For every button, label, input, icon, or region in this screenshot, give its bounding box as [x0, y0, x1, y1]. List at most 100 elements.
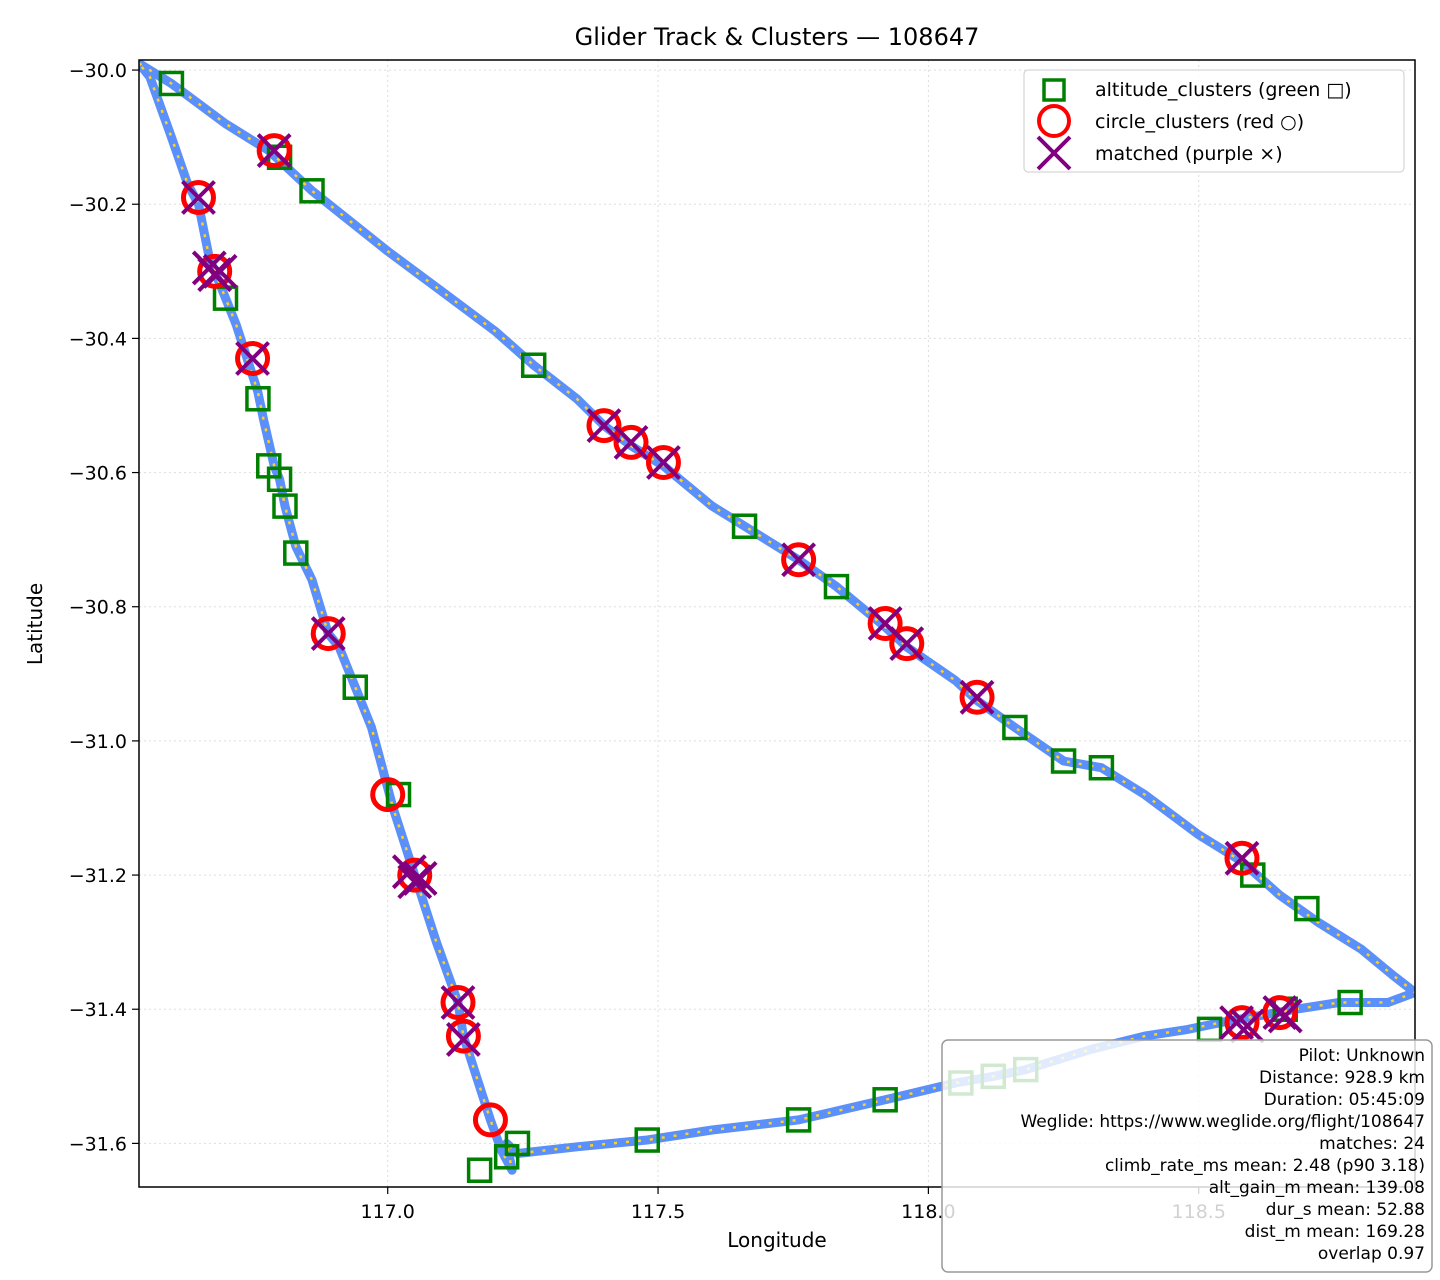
circle-cluster-marker	[1224, 1005, 1260, 1041]
y-tick-label: −30.8	[69, 597, 127, 619]
altitude-cluster-marker	[342, 674, 369, 700]
circle-clusters-layer	[180, 133, 1298, 1138]
matched-marker	[1229, 1008, 1265, 1044]
info-box-frame	[941, 1039, 1433, 1273]
info-line: Duration: 05:45:09	[1264, 1090, 1425, 1110]
altitude-cluster-marker	[823, 573, 850, 600]
matched-layer	[181, 133, 1303, 1057]
circle-cluster-marker	[867, 606, 903, 641]
matched-marker	[586, 408, 622, 444]
altitude-cluster-marker	[493, 1144, 520, 1170]
circle-cluster-marker	[440, 985, 476, 1021]
info-line: Weglide: https://www.weglide.org/flight/…	[1020, 1112, 1425, 1132]
legend-label-matched: matched (purple ×)	[1095, 143, 1283, 165]
circle-cluster-marker	[397, 857, 433, 893]
track-dash-line	[139, 62, 1415, 1171]
matched-marker	[440, 985, 476, 1020]
plot-frame	[138, 59, 1416, 1188]
y-axis-label: Latitude	[23, 583, 47, 665]
matched-marker	[646, 445, 681, 480]
altitude-cluster-marker	[1050, 748, 1077, 774]
matched-marker	[959, 679, 995, 715]
legend-label-altitude: altitude_clusters (green □)	[1095, 79, 1352, 101]
circle-cluster-marker	[645, 445, 681, 480]
circle-cluster-marker	[235, 341, 271, 377]
circle-cluster-marker	[310, 616, 346, 652]
matched-marker	[1267, 998, 1303, 1034]
matched-marker	[391, 854, 427, 890]
matched-marker	[1219, 1005, 1254, 1041]
plot-area	[139, 60, 1415, 1183]
circle-cluster-marker	[256, 133, 292, 169]
altitude-cluster-marker	[466, 1157, 493, 1183]
legend-x-marker	[1036, 135, 1072, 171]
matched-marker	[1224, 840, 1260, 876]
altitude-cluster-marker	[245, 386, 271, 412]
y-tick-label: −31.2	[69, 865, 127, 887]
circle-cluster-marker	[1262, 995, 1298, 1031]
altitude-cluster-marker	[1002, 714, 1028, 741]
circle-cluster-marker	[959, 679, 995, 715]
chart-title: Glider Track & Clusters — 108647	[575, 23, 980, 51]
legend: altitude_clusters (green □) circle_clust…	[1023, 69, 1405, 173]
info-line: matches: 24	[1319, 1134, 1425, 1154]
info-line: dist_m mean: 169.28	[1245, 1222, 1425, 1242]
info-line: Pilot: Unknown	[1299, 1046, 1425, 1066]
info-line: overlap 0.97	[1318, 1244, 1425, 1264]
y-tick-label: −31.4	[69, 999, 127, 1021]
matched-marker	[256, 133, 292, 168]
circle-cluster-marker	[472, 1102, 508, 1138]
circle-cluster-marker	[613, 424, 649, 460]
x-tick-label: 117.0	[361, 1201, 415, 1223]
info-line: dur_s mean: 52.88	[1266, 1200, 1425, 1220]
circle-cluster-marker	[586, 408, 622, 444]
info-line: Distance: 928.9 km	[1259, 1068, 1425, 1088]
circle-cluster-marker	[197, 253, 233, 289]
x-axis-label: Longitude	[727, 1228, 826, 1252]
matched-marker	[181, 180, 216, 215]
matched-marker	[445, 1022, 481, 1057]
altitude-cluster-marker	[299, 178, 325, 204]
altitude-cluster-marker	[1088, 754, 1115, 781]
altitude-cluster-marker	[266, 466, 293, 493]
legend-label-circle: circle_clusters (red ○)	[1095, 111, 1304, 133]
circle-cluster-marker	[1224, 840, 1260, 876]
matched-marker	[197, 257, 233, 293]
y-tick-label: −31.0	[69, 731, 127, 753]
legend-circle-marker	[1037, 104, 1071, 138]
circle-cluster-marker	[370, 777, 406, 813]
altitude-cluster-marker	[731, 513, 758, 539]
altitude-cluster-marker	[1294, 895, 1320, 922]
altitude-cluster-marker	[272, 493, 298, 519]
circle-cluster-marker	[445, 1018, 481, 1054]
legend-square-marker	[1042, 78, 1066, 102]
altitude-cluster-marker	[283, 540, 309, 566]
altitude-cluster-marker	[1337, 989, 1363, 1016]
matched-marker	[310, 616, 346, 651]
info-line: alt_gain_m mean: 139.08	[1209, 1178, 1425, 1198]
matched-marker	[781, 542, 817, 578]
legend-box	[1023, 69, 1405, 173]
matched-marker	[889, 626, 925, 662]
altitude-cluster-marker	[158, 70, 185, 97]
y-tick-label: −31.6	[69, 1133, 127, 1155]
info-line: climb_rate_ms mean: 2.48 (p90 3.18)	[1105, 1156, 1425, 1176]
matched-marker	[613, 424, 649, 460]
altitude-cluster-marker	[872, 1087, 898, 1113]
y-axis: −30.0 −30.2 −30.4 −30.6 −30.8 −31.0 −31.2 −31.4…	[69, 60, 139, 1155]
circle-cluster-marker	[889, 626, 925, 662]
altitude-cluster-marker	[785, 1107, 812, 1133]
altitude-cluster-marker	[520, 352, 547, 378]
y-tick-label: −30.0	[69, 60, 127, 82]
matched-marker	[235, 341, 270, 376]
x-tick-label: 117.5	[631, 1201, 685, 1223]
circle-cluster-marker	[180, 180, 216, 216]
matched-marker	[397, 864, 433, 900]
y-tick-label: −30.2	[69, 194, 127, 216]
y-tick-label: −30.4	[69, 328, 127, 350]
y-tick-label: −30.6	[69, 463, 127, 485]
altitude-cluster-marker	[634, 1127, 660, 1153]
circle-cluster-marker	[781, 542, 817, 578]
